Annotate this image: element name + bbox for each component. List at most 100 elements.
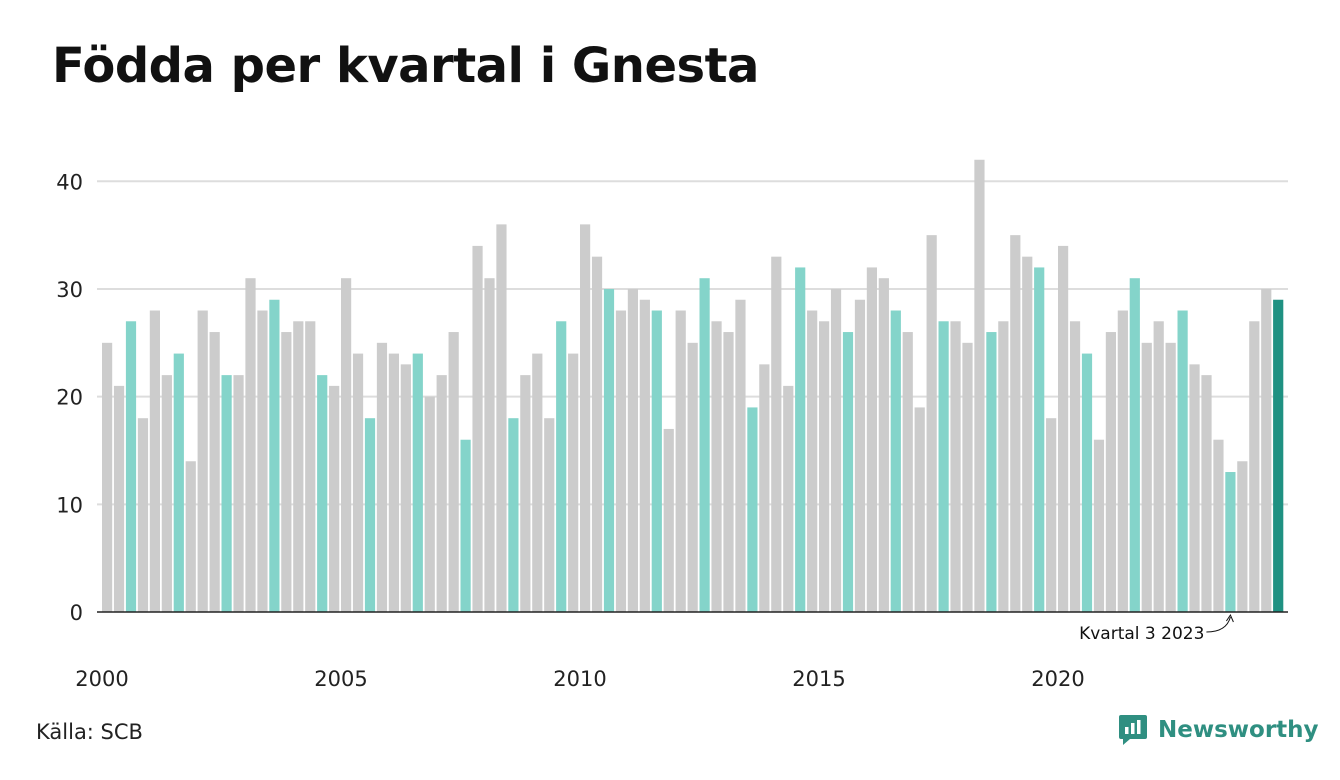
bar [556, 321, 567, 612]
bar [830, 288, 842, 612]
axes: 2000 2005 2010 2015 2020 [75, 611, 1288, 691]
bar [281, 332, 292, 612]
bar [759, 364, 770, 612]
bar [1213, 439, 1224, 612]
bar [1153, 321, 1164, 612]
bar [675, 310, 686, 612]
bar [1022, 256, 1033, 612]
y-tick-label: 0 [70, 601, 83, 625]
bar [185, 461, 196, 612]
bar [472, 245, 483, 612]
bar [317, 375, 328, 612]
bar [293, 321, 304, 612]
bar [711, 321, 722, 612]
x-tick-label: 2000 [75, 667, 128, 691]
bar [544, 418, 555, 612]
bar [639, 299, 650, 612]
annotation: Kvartal 3 2023 [1079, 613, 1234, 644]
bar [735, 299, 746, 612]
y-tick-label: 40 [56, 170, 83, 194]
bar [125, 321, 137, 612]
bar [1046, 418, 1057, 612]
bar [938, 321, 949, 612]
bar [1069, 321, 1081, 612]
bar [412, 353, 423, 612]
bar [400, 364, 411, 612]
bar [1177, 310, 1188, 612]
bar [257, 310, 268, 612]
source-label: Källa: SCB [36, 720, 143, 744]
bar [424, 396, 435, 612]
bar [1189, 364, 1200, 612]
bar [783, 385, 794, 612]
bar [795, 267, 806, 612]
bar [448, 332, 459, 612]
bar [364, 418, 376, 612]
bar [962, 342, 973, 612]
bar [1225, 472, 1236, 612]
bar [233, 375, 244, 612]
bar [854, 299, 866, 612]
bar [305, 321, 316, 612]
bar [1093, 439, 1105, 612]
bar [687, 342, 698, 612]
bar [269, 299, 280, 612]
newsworthy-logo-icon [1119, 715, 1147, 745]
bar [950, 321, 961, 612]
bar [161, 375, 172, 612]
bar [1058, 245, 1069, 612]
bar [520, 375, 531, 612]
bar [460, 439, 471, 612]
bar [352, 353, 364, 612]
y-tick-label: 30 [56, 278, 83, 302]
bar [890, 310, 901, 612]
bar [436, 375, 447, 612]
bar [221, 375, 232, 612]
bar [878, 278, 889, 612]
bar [866, 267, 877, 612]
x-tick-label: 2020 [1031, 667, 1084, 691]
bar [149, 310, 160, 612]
bar [663, 428, 674, 612]
bar [615, 310, 627, 612]
annotation-label: Kvartal 3 2023 [1079, 624, 1204, 644]
bar [1129, 278, 1140, 612]
chart-title: Födda per kvartal i Gnesta [52, 38, 759, 94]
bar [603, 288, 615, 612]
bar [723, 332, 734, 612]
bar [1034, 267, 1045, 612]
bar [209, 332, 220, 612]
bar [771, 256, 782, 612]
annotation-arrowhead [1225, 613, 1234, 623]
x-tick-label: 2005 [314, 667, 367, 691]
brand-logo[interactable]: Newsworthy [1118, 713, 1319, 747]
bar [591, 256, 603, 612]
bar [986, 332, 997, 612]
annotation-arrow [1206, 616, 1231, 633]
bar [329, 385, 340, 612]
x-tick-label: 2015 [792, 667, 845, 691]
bar [998, 321, 1009, 612]
bar [747, 407, 758, 612]
bar [842, 332, 854, 612]
bar [1201, 375, 1212, 612]
bar [568, 353, 579, 612]
bar [1105, 332, 1116, 612]
y-tick-label: 10 [56, 493, 83, 517]
bar [137, 418, 149, 612]
bar [914, 407, 925, 612]
bar [1165, 342, 1176, 612]
bar [902, 332, 913, 612]
bar [974, 159, 985, 612]
bars [102, 159, 1284, 612]
bar [651, 310, 662, 612]
bar [807, 310, 818, 612]
bar [532, 353, 543, 612]
bar [388, 353, 399, 612]
bar [341, 278, 352, 612]
bar [1237, 461, 1248, 612]
bar [484, 278, 495, 612]
bar [197, 310, 208, 612]
bar [1261, 288, 1272, 612]
bar [580, 224, 591, 612]
